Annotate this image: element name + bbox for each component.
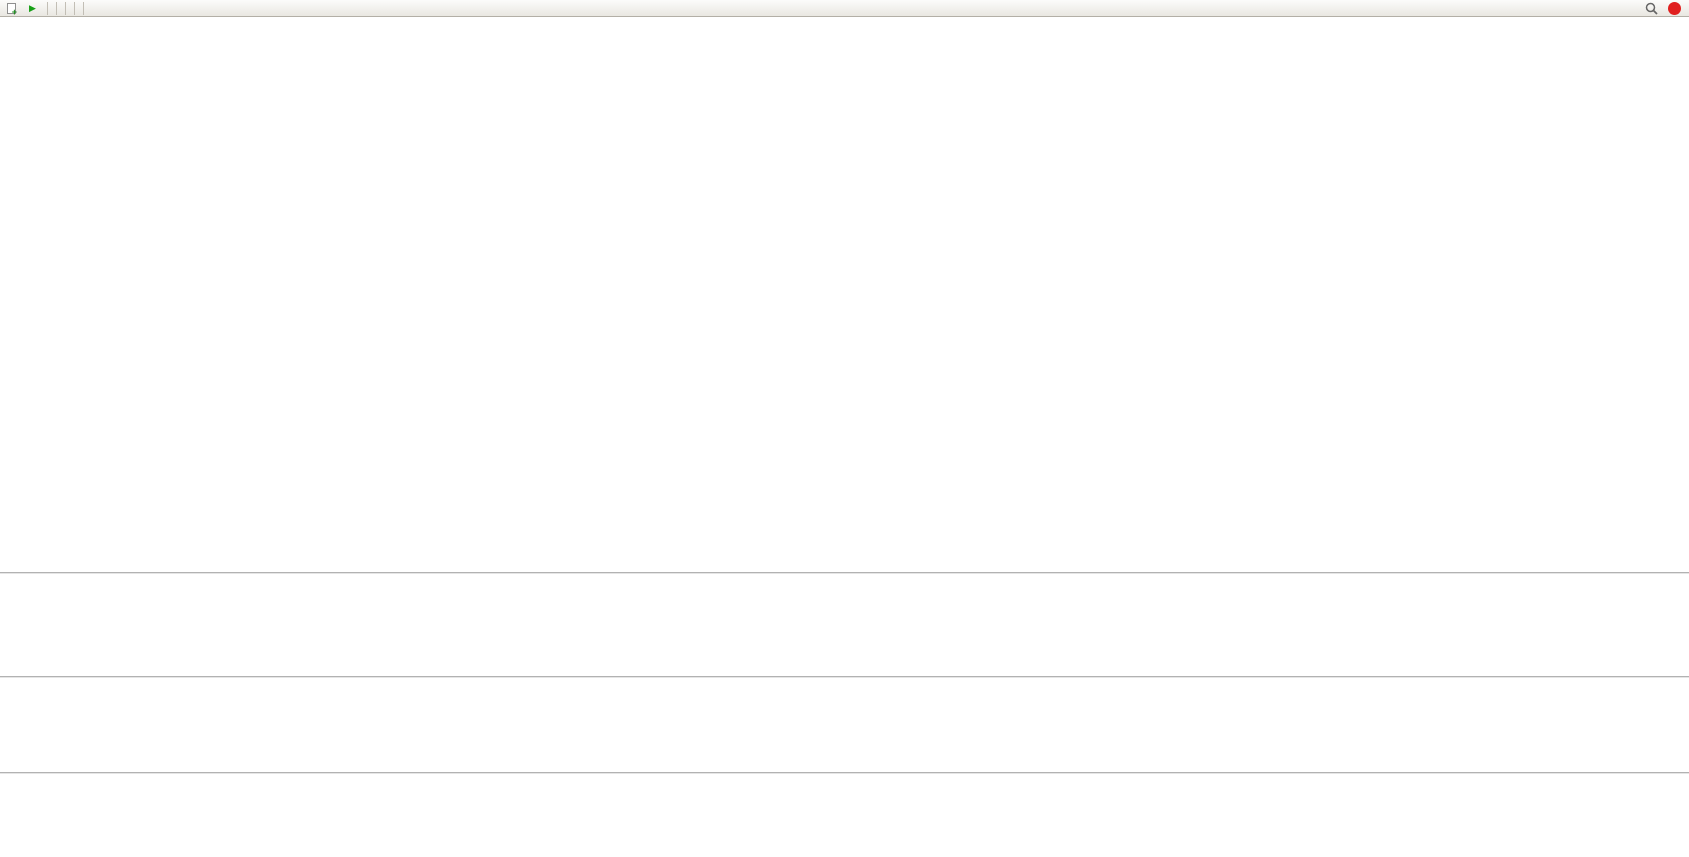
panel-separator[interactable] [0, 572, 1689, 574]
auto-trading-button[interactable]: ▶ [25, 1, 43, 16]
panel-separator [0, 772, 1689, 774]
new-order-button[interactable] [3, 1, 23, 17]
toolbar-separator [64, 1, 66, 15]
time-axis [0, 774, 1689, 804]
toolbar: ▶ [0, 0, 1689, 17]
notification-badge[interactable] [1668, 1, 1681, 15]
search-icon[interactable] [1642, 1, 1661, 16]
toolbar-separator [73, 1, 75, 15]
main-chart[interactable] [0, 17, 1689, 572]
toolbar-separator [55, 1, 57, 15]
toolbar-separator [46, 1, 48, 15]
auto-trading-icon: ▶ [29, 2, 36, 13]
toolbar-separator [82, 1, 84, 15]
rsi-panel[interactable] [0, 678, 1689, 772]
macd-panel[interactable] [0, 574, 1689, 676]
new-order-icon [7, 2, 17, 17]
panel-separator[interactable] [0, 676, 1689, 678]
